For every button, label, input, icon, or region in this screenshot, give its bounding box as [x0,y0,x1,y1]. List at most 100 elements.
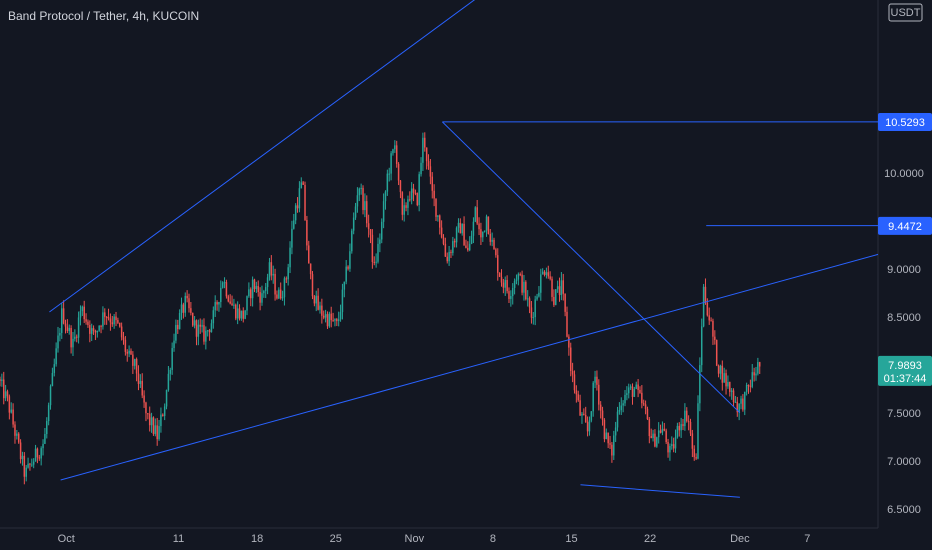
candle-body [386,173,389,192]
candle-body [98,325,100,331]
candle-body [584,414,587,423]
trendline[interactable] [442,121,741,414]
currency-label-text: USDT [891,7,921,19]
candle-body [425,147,428,162]
candle-body [304,184,306,220]
x-tick-label: 7 [804,533,810,545]
candle-body [298,188,301,209]
candle-body [334,319,336,321]
candle-body [442,237,445,244]
candle-body [212,310,215,324]
candle-body [500,276,503,283]
candle-body [687,420,690,422]
candle-body [120,326,123,338]
candle-body [433,190,435,199]
candle-body [536,296,538,300]
candle-body [251,279,254,299]
candle-body [270,262,273,276]
candle-body [467,247,469,251]
candle-body [141,380,143,396]
candle-body [446,256,448,262]
candle-body [693,448,695,458]
candle-body [717,365,720,374]
candle-body [345,266,347,282]
candle-body [390,153,392,174]
candle-body [708,315,710,321]
candle-body [422,137,424,163]
candle-body [349,251,351,269]
x-tick-label: 15 [565,533,577,545]
candle-body [180,304,183,313]
candle-body [568,336,570,348]
candle-body [308,245,310,264]
candle-body [700,326,703,366]
candle-body [549,276,551,279]
candle-body [40,448,42,459]
candle-body [66,326,69,331]
candle-body [624,394,626,404]
candle-body [616,411,619,428]
candle-body [515,279,518,281]
candle-body [420,162,422,175]
candle-body [255,286,258,290]
candle-body [620,405,623,411]
candle-body [734,401,737,403]
candle-body [695,457,697,459]
candle-body [49,386,52,406]
candle-body [725,373,727,387]
candle-body [150,417,153,426]
candle-body [650,436,652,439]
candle-body [102,312,104,327]
candle-body [278,289,280,299]
candle-body [599,404,602,411]
candle-body [236,308,239,319]
candle-body [137,373,140,384]
currency-label[interactable]: USDT [888,3,923,22]
trendline[interactable] [49,0,487,313]
candle-body [723,373,725,383]
candle-body [592,382,594,412]
candle-body [263,291,265,294]
candle-body [92,328,95,331]
candle-body [590,411,593,421]
candle-body [46,421,48,435]
candle-body [543,271,546,275]
candle-body [285,278,288,280]
candle-body [652,433,654,439]
candle-body [193,320,196,326]
candle-body [476,207,478,224]
candle-body [242,310,245,319]
trendline[interactable] [580,484,740,498]
candle-body [541,271,544,275]
candle-body [738,403,740,413]
candle-body [521,274,523,293]
candle-body [354,206,357,218]
candle-body [438,215,441,228]
candle-body [221,282,224,288]
candle-body [240,310,243,319]
candle-body [684,410,686,427]
candle-body [697,403,699,459]
candle-body [133,358,136,366]
candle-body [631,386,634,397]
candle-body [569,347,572,371]
trendline[interactable] [60,253,879,481]
candle-body [178,312,181,330]
candle-body [497,255,499,273]
candle-body [352,217,355,231]
candle-body [218,302,220,305]
candle-body [253,279,256,290]
y-tick-label: 6.5000 [887,504,921,516]
candle-body [405,205,407,208]
y-tick-label: 9.0000 [887,264,921,276]
candle-body [382,201,385,222]
candle-body [648,419,651,437]
candle-body [324,314,327,318]
candle-body [371,234,374,262]
candle-body [306,219,308,246]
candle-body [603,419,606,440]
candle-body [712,320,714,337]
candle-body [538,292,540,297]
